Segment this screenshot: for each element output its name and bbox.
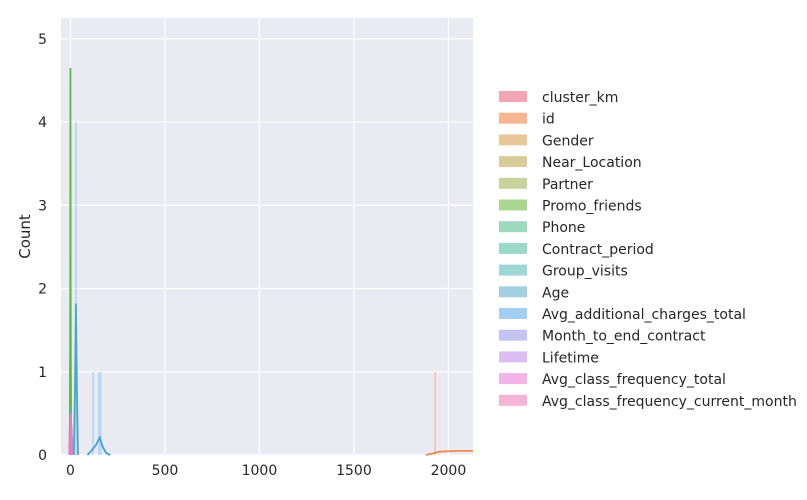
legend-swatch — [499, 91, 527, 102]
legend-entry: Gender — [542, 133, 594, 149]
x-tick-label: 1500 — [336, 463, 372, 479]
legend-entry: Partner — [542, 177, 593, 193]
legend-entry: Month_to_end_contract — [542, 329, 706, 345]
legend-entry: Age — [542, 285, 569, 301]
kde-line — [86, 435, 111, 456]
legend-swatch — [499, 242, 527, 254]
histogram-bar — [97, 371, 100, 455]
legend-entry: Avg_additional_charges_total — [542, 307, 746, 323]
x-axis-ticks: 0 500 1000 1500 2000 — [66, 463, 466, 479]
legend-swatch — [499, 394, 527, 406]
legend-entry: id — [542, 112, 555, 128]
legend-entry: Avg_class_frequency_current_month — [542, 394, 797, 410]
legend-swatch — [499, 351, 527, 363]
legend-swatch — [499, 134, 527, 146]
legend-entry: Contract_period — [542, 242, 654, 258]
y-tick-label: 0 — [38, 448, 47, 464]
histogram-bar — [75, 122, 77, 456]
kde-line — [68, 417, 73, 456]
histogram-bar — [99, 371, 102, 455]
plot-area — [61, 18, 473, 455]
gridlines — [61, 18, 473, 456]
legend-swatch — [499, 308, 527, 319]
legend-entry: Phone — [542, 220, 585, 236]
kde-lines — [68, 67, 473, 456]
x-tick-label: 1000 — [242, 463, 278, 479]
legend-swatch — [499, 329, 527, 341]
y-tick-label: 3 — [38, 198, 47, 214]
y-tick-label: 1 — [38, 365, 47, 381]
legend-swatch — [499, 221, 527, 233]
histogram-bar — [434, 371, 437, 455]
x-tick-label: 500 — [152, 463, 179, 479]
y-axis-label: Count — [16, 214, 34, 259]
y-tick-label: 4 — [38, 115, 47, 131]
histogram-bar — [92, 371, 94, 455]
legend-entry: Lifetime — [542, 350, 599, 366]
legend-swatch — [499, 199, 527, 211]
legend-entry: Promo_friends — [542, 199, 642, 215]
legend-entry: Group_visits — [542, 264, 628, 280]
y-tick-label: 2 — [38, 282, 47, 298]
kde-line — [68, 67, 72, 456]
legend-entry: Avg_class_frequency_total — [542, 372, 726, 388]
legend-swatch — [499, 177, 527, 189]
kde-line — [72, 303, 79, 456]
y-axis-ticks: 0 1 2 3 4 5 — [38, 32, 47, 464]
legend-entry: Near_Location — [542, 155, 642, 171]
legend-swatch — [499, 264, 527, 276]
kde-line — [425, 449, 473, 456]
x-tick-label: 2000 — [431, 463, 467, 479]
legend-swatch — [499, 286, 527, 298]
legend-swatch — [499, 156, 527, 168]
y-tick-label: 5 — [38, 32, 47, 48]
x-tick-label: 0 — [66, 463, 75, 479]
legend-swatch — [499, 373, 527, 385]
legend-swatch — [499, 112, 527, 124]
legend-entry: cluster_km — [542, 90, 618, 106]
